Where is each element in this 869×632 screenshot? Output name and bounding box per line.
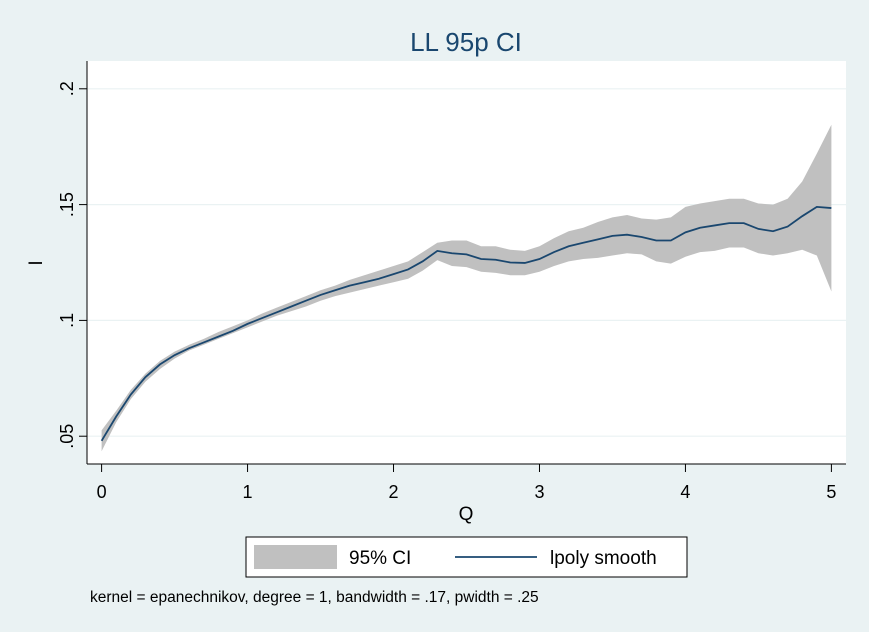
y-tick-label-1: .1: [57, 313, 77, 328]
legend-ci-label: 95% CI: [349, 548, 411, 569]
y-tick-label-3: .2: [57, 81, 77, 96]
x-tick-label-3: 3: [534, 482, 544, 502]
chart-note: kernel = epanechnikov, degree = 1, bandw…: [90, 589, 539, 606]
x-tick-label-2: 2: [389, 482, 399, 502]
x-tick-label-4: 4: [680, 482, 690, 502]
y-tick-label-2: .15: [57, 192, 77, 217]
lpoly-smooth-line: [100, 205, 832, 442]
legend-ci-swatch: [254, 545, 337, 569]
x-axis-title: Q: [459, 504, 474, 525]
legend: 95% CI lpoly smooth: [245, 536, 688, 578]
chart-title: LL 95p CI: [410, 27, 522, 57]
x-tick-label-0: 0: [97, 482, 107, 502]
x-tick-label-5: 5: [826, 482, 836, 502]
x-axis-ticks: 0 1 2 3 4 5: [97, 464, 836, 502]
y-tick-label-0: .05: [57, 424, 77, 449]
legend-line-label: lpoly smooth: [550, 548, 657, 569]
x-tick-label-1: 1: [243, 482, 253, 502]
y-axis-title: I: [26, 260, 47, 265]
y-axis-ticks: .05 .1 .15 .2: [57, 81, 87, 449]
